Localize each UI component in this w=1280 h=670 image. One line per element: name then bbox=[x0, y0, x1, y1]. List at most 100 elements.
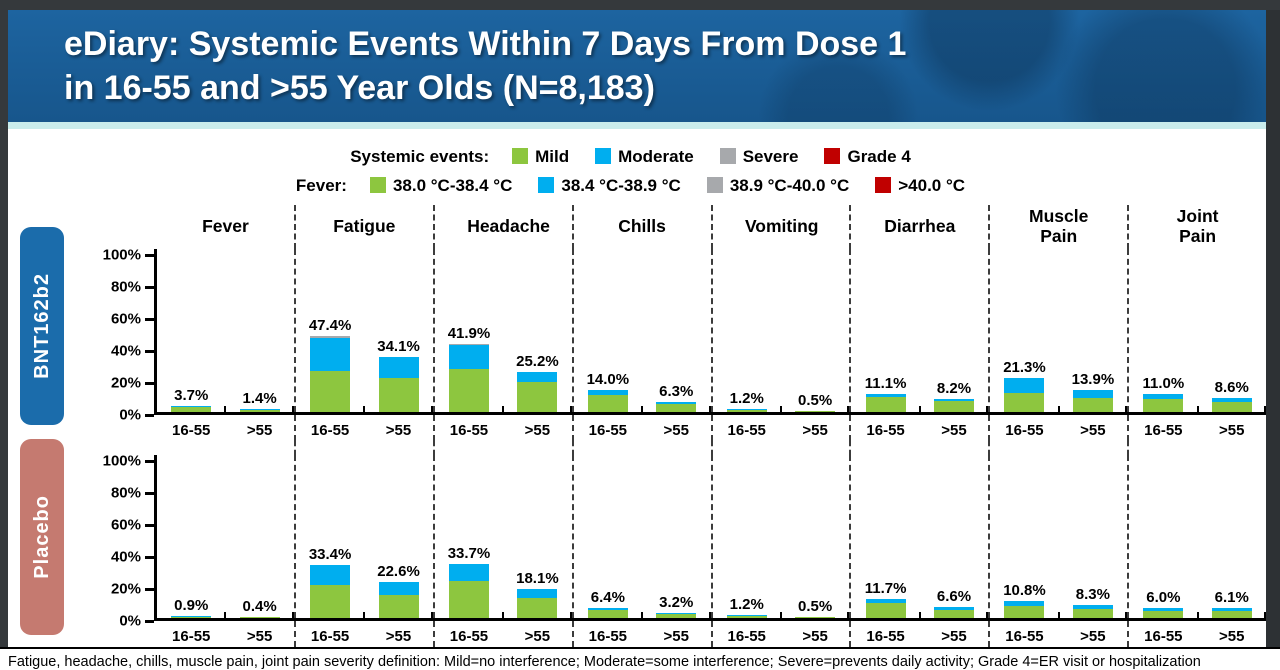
bar-slot--55: 25.2% bbox=[503, 249, 571, 412]
header-divider bbox=[8, 122, 1266, 129]
slide-title-line2: in 16-55 and >55 Year Olds (N=8,183) bbox=[64, 68, 655, 107]
x-label: 16-55 bbox=[1005, 421, 1044, 439]
bar-segment-mild bbox=[1143, 611, 1184, 618]
category-header-muscle-pain: Muscle Pain bbox=[988, 205, 1127, 249]
axis-tick bbox=[641, 612, 644, 618]
bar-slot--55: 18.1% bbox=[503, 455, 571, 618]
bar-segment-mild bbox=[310, 370, 351, 412]
bar-value-label: 6.3% bbox=[659, 382, 694, 400]
bar-value-label: 18.1% bbox=[516, 570, 559, 588]
bar-value-label: 47.4% bbox=[308, 317, 352, 335]
bar-segment-moderate bbox=[656, 612, 697, 614]
axis-tick bbox=[502, 406, 505, 412]
legend-item-38-9-c-40-0-c: 38.9 °C-40.0 °C bbox=[706, 176, 849, 195]
bar-value-label: 3.2% bbox=[659, 593, 694, 611]
bar-segment-moderate bbox=[587, 607, 628, 610]
legend-item-label: Mild bbox=[535, 147, 570, 166]
chart-legend: Systemic events: Mild Moderate Severe Grade … bbox=[8, 147, 1266, 196]
category-header-label: Chills bbox=[618, 216, 666, 237]
x-label: >55 bbox=[663, 421, 689, 439]
bar-slot-16-55: 11.0% bbox=[1129, 249, 1197, 412]
axis-tick bbox=[502, 612, 505, 618]
y-tick-label: 60% bbox=[110, 310, 141, 328]
x-label: >55 bbox=[941, 627, 967, 645]
bar-value-label: 8.3% bbox=[1075, 585, 1110, 603]
bar-slot--55: 6.1% bbox=[1198, 455, 1266, 618]
legend-swatch-icon bbox=[512, 148, 529, 164]
gap-column bbox=[293, 441, 433, 455]
y-tick-mark bbox=[145, 556, 154, 559]
bar-segment-moderate bbox=[517, 589, 558, 598]
bar-segment-mild bbox=[448, 368, 489, 412]
y-axis-bnt162b2: 100% 80% 60% 40% 20% 0% bbox=[70, 247, 154, 424]
stacked-bar-fever--55 bbox=[239, 616, 280, 618]
axis-tick bbox=[569, 406, 572, 412]
bar-segment-moderate bbox=[865, 599, 906, 603]
y-tick-mark bbox=[145, 254, 154, 257]
bar-segment-moderate bbox=[448, 564, 489, 582]
bar-segment-moderate bbox=[171, 615, 212, 617]
bar-segment-mild bbox=[795, 616, 836, 618]
x-label-group-headache: 16-55 >55 bbox=[432, 621, 572, 647]
x-label: >55 bbox=[385, 421, 412, 439]
axis-tick bbox=[430, 612, 433, 618]
bar-segment-mild bbox=[517, 597, 558, 618]
gap-column bbox=[849, 441, 988, 455]
bar-segment-moderate bbox=[587, 389, 628, 396]
bar-value-label: 1.4% bbox=[242, 389, 277, 407]
stacked-bar-fatigue--55 bbox=[378, 581, 419, 618]
x-label-group-fatigue: 16-55 >55 bbox=[293, 621, 433, 647]
axis-tick bbox=[1196, 406, 1199, 412]
bar-segment-moderate bbox=[1211, 398, 1252, 403]
stacked-bar-joint-pain--55 bbox=[1211, 608, 1252, 618]
bar-value-label: 1.2% bbox=[729, 390, 764, 408]
slide-right-border bbox=[1266, 10, 1280, 647]
axis-spacer bbox=[70, 415, 154, 441]
legend-item-mild: Mild bbox=[512, 147, 569, 166]
stacked-bar-muscle-pain--55 bbox=[1072, 389, 1113, 412]
bar-slot--55: 13.9% bbox=[1059, 249, 1127, 412]
x-label: 16-55 bbox=[727, 627, 766, 645]
plot-column-fatigue: 47.4% 34.1% bbox=[293, 249, 433, 412]
stacked-bar-chills-16-55 bbox=[587, 607, 628, 618]
stacked-bar-chills-16-55 bbox=[587, 389, 628, 412]
y-tick-mark bbox=[145, 492, 154, 495]
stacked-bar-diarrhea-16-55 bbox=[865, 599, 906, 618]
x-label: 16-55 bbox=[449, 421, 489, 439]
gap-column bbox=[1127, 441, 1266, 455]
bar-slot--55: 6.6% bbox=[920, 455, 988, 618]
bar-value-label: 6.4% bbox=[590, 588, 625, 606]
x-label: >55 bbox=[524, 627, 551, 645]
plot-column-diarrhea: 11.7% 6.6% bbox=[849, 455, 989, 618]
x-label: 16-55 bbox=[172, 627, 211, 645]
plot-column-vomiting: 1.2% 0.5% bbox=[710, 249, 850, 412]
legend-item-label: 38.4 °C-38.9 °C bbox=[561, 176, 681, 195]
x-label-group-fatigue: 16-55 >55 bbox=[293, 415, 433, 441]
x-label-group-diarrhea: 16-55 >55 bbox=[849, 415, 988, 441]
bar-segment-moderate bbox=[171, 406, 212, 408]
x-label-group-vomiting: 16-55 >55 bbox=[710, 415, 850, 441]
bar-segment-moderate bbox=[865, 394, 906, 398]
bar-slot--55: 8.2% bbox=[920, 249, 988, 412]
bar-segment-mild bbox=[239, 616, 280, 618]
bar-slot--55: 3.2% bbox=[642, 455, 710, 618]
axis-tick bbox=[847, 406, 850, 412]
axis-tick bbox=[986, 612, 989, 618]
gap-column bbox=[432, 441, 572, 455]
bar-value-label: 22.6% bbox=[377, 562, 420, 580]
y-tick-label: 20% bbox=[110, 374, 141, 392]
legend-swatch-icon bbox=[595, 148, 612, 164]
y-tick-mark bbox=[145, 350, 154, 353]
legend-item-38-0-c-38-4-c: 38.0 °C-38.4 °C bbox=[369, 176, 512, 195]
axis-tick bbox=[918, 612, 921, 618]
y-tick-label: 60% bbox=[110, 516, 141, 534]
bar-value-label: 33.7% bbox=[447, 545, 491, 563]
plot-column-vomiting: 1.2% 0.5% bbox=[710, 455, 850, 618]
axis-tick bbox=[641, 406, 644, 412]
axis-tick bbox=[779, 406, 782, 412]
category-header-label: Fever bbox=[202, 216, 249, 237]
category-header-label: Muscle Pain bbox=[1029, 206, 1089, 246]
bar-slot--55: 0.5% bbox=[781, 455, 849, 618]
bar-segment-mild bbox=[1143, 399, 1184, 412]
plot-column-joint-pain: 6.0% 6.1% bbox=[1127, 455, 1266, 618]
